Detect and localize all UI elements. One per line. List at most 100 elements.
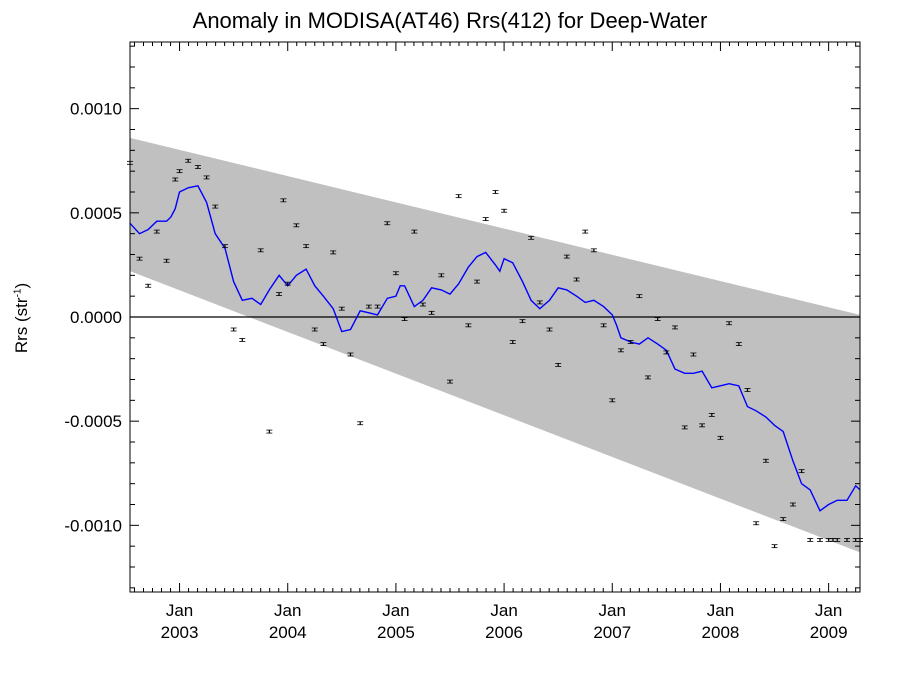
data-point — [212, 204, 219, 209]
data-point — [690, 352, 697, 357]
data-point — [311, 327, 318, 332]
x-tick-label-month: Jan — [382, 601, 409, 620]
y-tick-label: -0.0010 — [64, 516, 122, 535]
data-point — [284, 281, 291, 286]
data-point — [145, 283, 152, 288]
data-point — [590, 248, 597, 253]
data-point — [672, 325, 679, 330]
data-point — [280, 198, 287, 203]
data-point — [573, 277, 580, 282]
data-point — [419, 302, 426, 307]
y-axis-label-text: Rrs (str — [12, 297, 31, 354]
y-tick-label: 0.0000 — [70, 308, 122, 327]
data-point — [203, 175, 210, 180]
data-point — [609, 398, 616, 403]
data-point — [681, 425, 688, 430]
data-point — [384, 221, 391, 226]
data-point — [347, 352, 354, 357]
data-point — [338, 306, 345, 311]
x-tick-label-year: 2007 — [593, 623, 631, 642]
data-point — [555, 363, 562, 367]
y-tick-label: 0.0010 — [70, 100, 122, 119]
data-point — [428, 310, 435, 315]
x-tick-label-year: 2009 — [810, 623, 848, 642]
data-point — [663, 350, 670, 355]
data-point — [789, 502, 796, 507]
chart-title: Anomaly in MODISA(AT46) Rrs(412) for Dee… — [192, 8, 708, 33]
data-point — [699, 423, 706, 428]
trend-line-layer — [129, 185, 861, 512]
data-point — [320, 342, 327, 346]
data-point — [780, 517, 787, 521]
x-tick-label-year: 2005 — [377, 623, 415, 642]
data-point — [844, 538, 851, 542]
data-point — [627, 340, 634, 344]
data-point — [230, 327, 237, 332]
data-point — [834, 538, 841, 542]
data-point — [330, 250, 337, 255]
data-point — [726, 321, 733, 326]
axes-layer — [129, 41, 861, 593]
tick-labels-layer: 0.0010 0.0005 0.0000 -0.0005 -0.0010 Jan 2003 J… — [64, 100, 847, 642]
data-point — [365, 304, 372, 309]
data-point — [753, 521, 760, 526]
data-point — [816, 538, 823, 542]
y-tick-label: -0.0005 — [64, 412, 122, 431]
data-point — [519, 319, 526, 324]
data-point — [194, 165, 201, 169]
data-point — [221, 244, 228, 249]
x-tick-label-year: 2008 — [702, 623, 740, 642]
data-point — [401, 317, 408, 321]
data-point — [654, 317, 661, 321]
data-point — [446, 379, 453, 384]
data-point — [185, 158, 192, 163]
data-point — [644, 375, 651, 380]
y-tick-label: 0.0005 — [70, 204, 122, 223]
data-point — [528, 235, 535, 240]
data-point — [744, 388, 751, 392]
data-point — [357, 421, 364, 426]
y-axis-label-exponent: -1 — [12, 288, 24, 298]
data-point — [153, 229, 160, 234]
data-point — [563, 254, 570, 259]
data-point — [455, 194, 462, 199]
data-point — [257, 248, 264, 253]
data-point — [501, 208, 508, 213]
data-point — [717, 435, 724, 440]
confidence-band — [130, 137, 860, 553]
y-axis-label: Rrs (str-1) — [12, 283, 32, 353]
data-point — [438, 273, 445, 278]
data-point — [617, 348, 624, 353]
data-point — [172, 177, 179, 182]
data-point — [239, 338, 246, 342]
data-point — [411, 229, 418, 234]
x-tick-label-month: Jan — [166, 601, 193, 620]
data-point — [771, 544, 778, 549]
data-point — [176, 169, 183, 174]
x-tick-label-month: Jan — [599, 601, 626, 620]
data-point — [266, 429, 273, 434]
data-point — [536, 300, 543, 305]
data-point — [136, 256, 143, 261]
data-point — [600, 323, 607, 328]
x-tick-label-month: Jan — [815, 601, 842, 620]
data-point — [163, 258, 170, 263]
data-point — [465, 323, 472, 328]
data-point — [546, 327, 553, 332]
data-point — [492, 190, 499, 194]
data-point — [798, 469, 805, 474]
y-axis-label-close: ) — [12, 282, 31, 289]
data-point — [509, 340, 516, 344]
data-point — [303, 244, 310, 249]
x-tick-label-month: Jan — [490, 601, 517, 620]
confidence-band-layer — [130, 137, 860, 553]
data-point — [374, 304, 381, 309]
x-tick-label-year: 2003 — [161, 623, 199, 642]
data-point — [762, 458, 769, 463]
x-tick-label-month: Jan — [274, 601, 301, 620]
data-point — [482, 217, 489, 221]
x-tick-label-month: Jan — [707, 601, 734, 620]
data-point — [276, 292, 283, 296]
data-point — [807, 538, 814, 542]
